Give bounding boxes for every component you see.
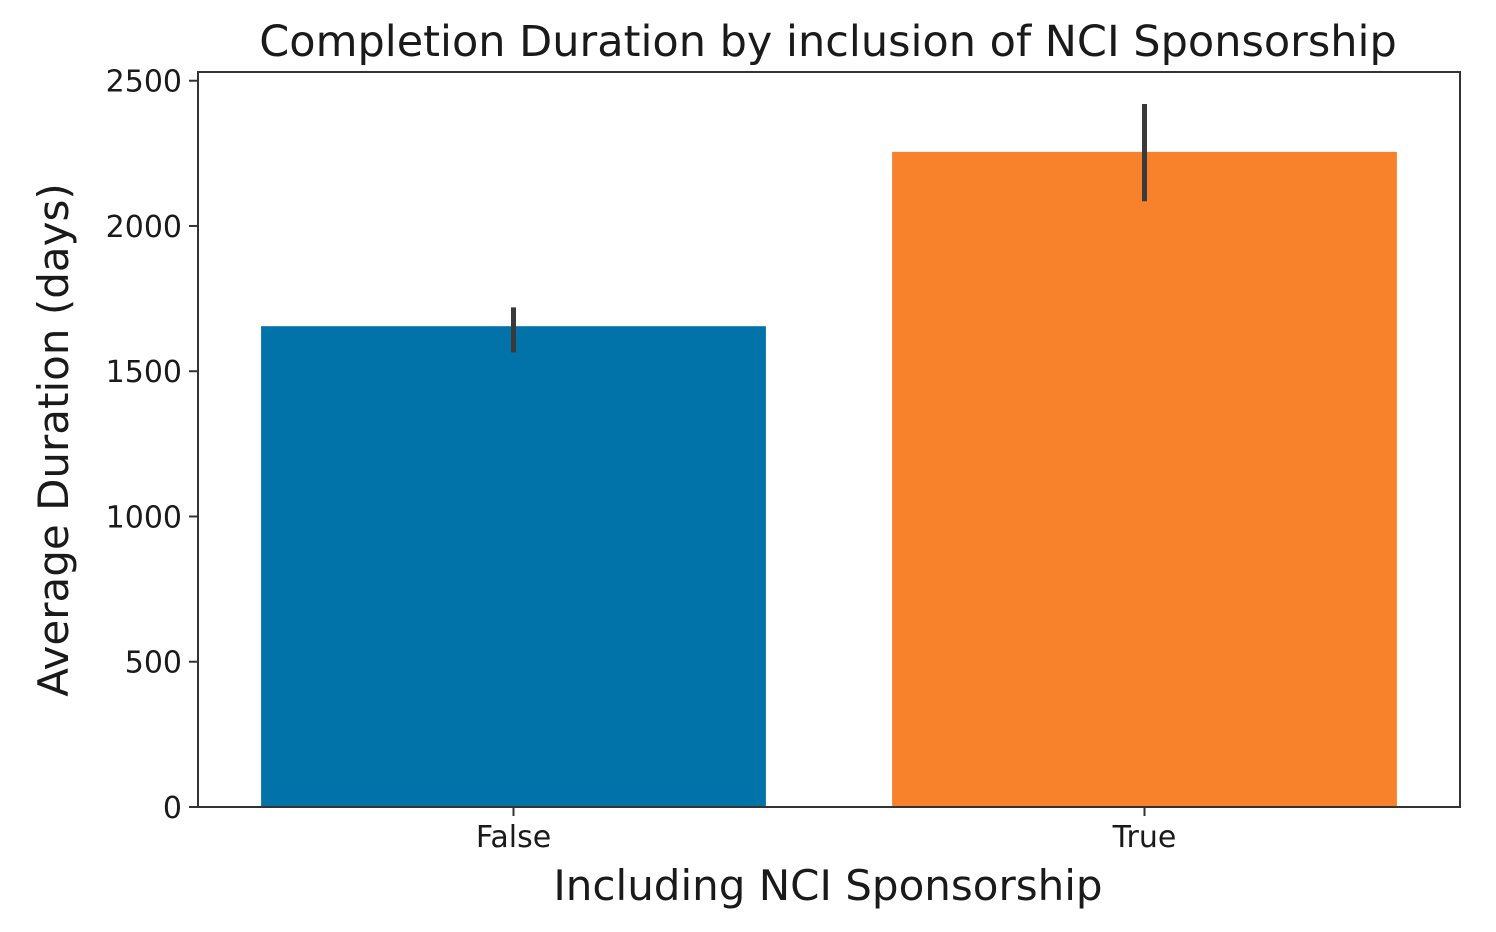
x-tick-label: True [1112, 820, 1177, 855]
bar-false [261, 326, 766, 807]
x-axis: False True [476, 807, 1177, 855]
y-tick-label: 0 [163, 791, 182, 826]
y-tick-label: 2500 [106, 65, 182, 100]
error-bars-layer [511, 103, 1147, 353]
x-tick-label: False [476, 820, 551, 855]
plot-frame [197, 71, 1461, 808]
bars-layer [261, 151, 1397, 808]
y-tick-label: 1500 [106, 355, 182, 390]
y-tick-label: 2000 [106, 210, 182, 245]
bar-true [892, 151, 1397, 808]
y-axis: 0 500 1000 1500 2000 2500 [106, 65, 198, 826]
chart-title: Completion Duration by inclusion of NCI … [259, 17, 1397, 67]
y-tick-label: 1000 [106, 500, 182, 535]
x-axis-title: Including NCI Sponsorship [553, 861, 1102, 910]
y-axis-title: Average Duration (days) [29, 183, 78, 697]
y-tick-label: 500 [125, 646, 182, 681]
